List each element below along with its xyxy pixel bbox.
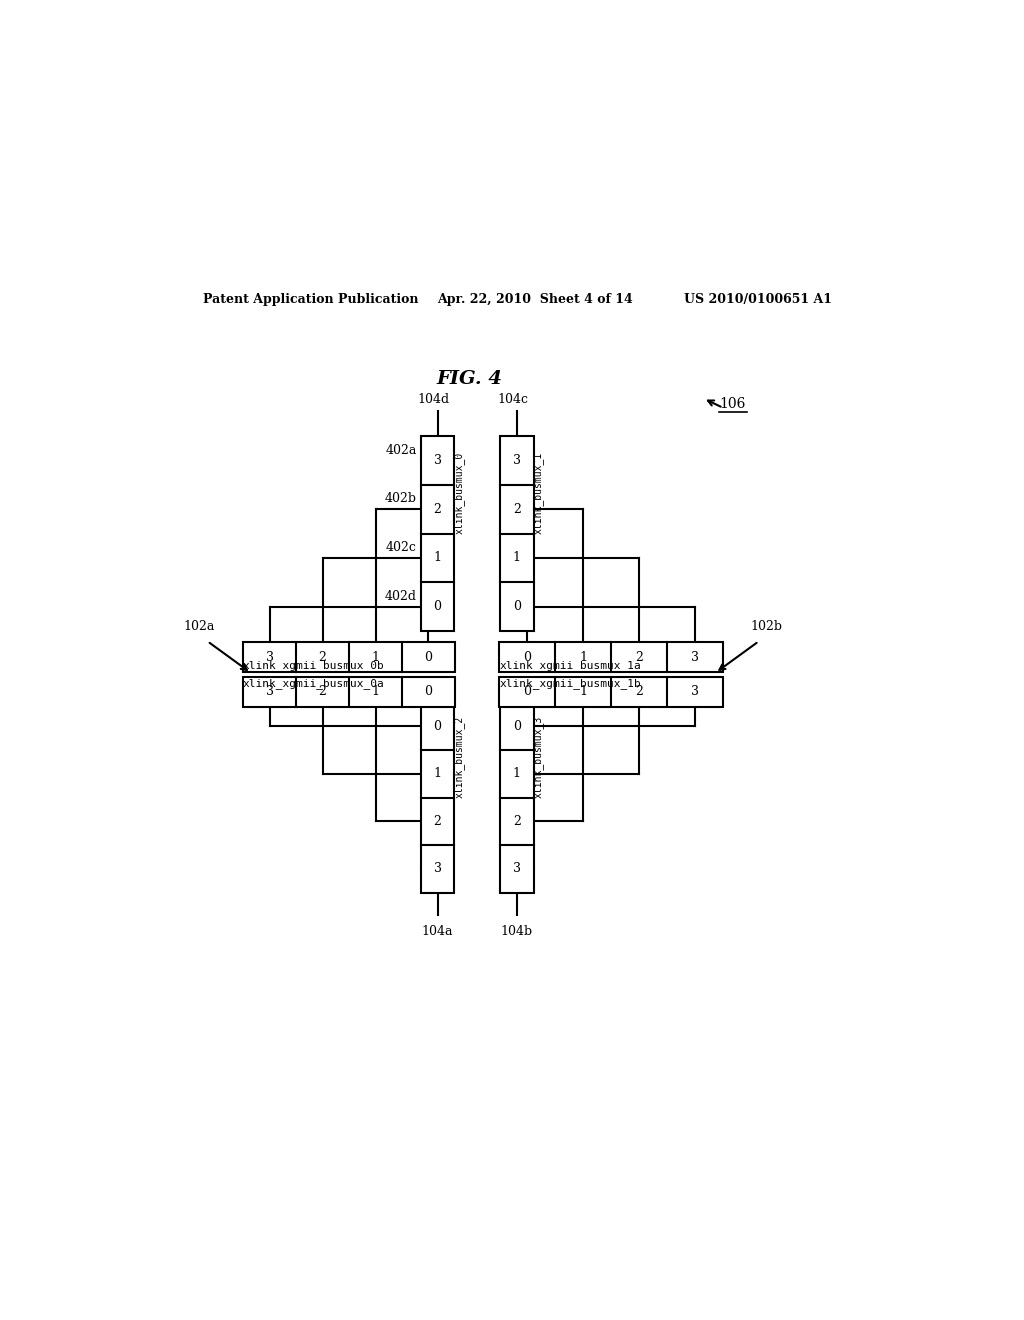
Text: 104d: 104d bbox=[418, 393, 450, 407]
Text: 2: 2 bbox=[433, 814, 441, 828]
Text: 1: 1 bbox=[372, 651, 380, 664]
Text: 102b: 102b bbox=[751, 620, 783, 634]
Text: xlink_xgmii_busmux_1b: xlink_xgmii_busmux_1b bbox=[500, 678, 641, 689]
Text: 3: 3 bbox=[265, 651, 273, 664]
Text: xlink_xgmii_busmux_0b: xlink_xgmii_busmux_0b bbox=[243, 660, 385, 671]
Text: FIG. 4: FIG. 4 bbox=[436, 371, 502, 388]
Text: 2: 2 bbox=[513, 503, 521, 516]
Text: 0: 0 bbox=[425, 651, 432, 664]
Bar bbox=[500, 642, 723, 672]
Text: xlink_xgmii_busmux_1a: xlink_xgmii_busmux_1a bbox=[500, 660, 641, 671]
Text: 2: 2 bbox=[635, 651, 643, 664]
Text: 0: 0 bbox=[433, 719, 441, 733]
Text: Apr. 22, 2010  Sheet 4 of 14: Apr. 22, 2010 Sheet 4 of 14 bbox=[437, 293, 633, 306]
Text: 402a: 402a bbox=[385, 444, 417, 457]
Text: 402c: 402c bbox=[386, 541, 417, 554]
Text: xlink_busmux_1: xlink_busmux_1 bbox=[532, 451, 544, 533]
Bar bbox=[421, 437, 455, 631]
Text: 1: 1 bbox=[513, 767, 521, 780]
Text: 2: 2 bbox=[318, 651, 327, 664]
Text: 1: 1 bbox=[433, 767, 441, 780]
Text: xlink_busmux_3: xlink_busmux_3 bbox=[532, 715, 544, 797]
Text: 0: 0 bbox=[425, 685, 432, 698]
Text: 3: 3 bbox=[691, 685, 699, 698]
Bar bbox=[500, 677, 723, 708]
Bar bbox=[243, 677, 455, 708]
Text: 1: 1 bbox=[580, 685, 588, 698]
Text: 3: 3 bbox=[433, 454, 441, 467]
Bar bbox=[421, 702, 455, 892]
Text: 1: 1 bbox=[513, 552, 521, 565]
Text: 402b: 402b bbox=[385, 492, 417, 506]
Text: 2: 2 bbox=[513, 814, 521, 828]
Text: 3: 3 bbox=[691, 651, 699, 664]
Bar bbox=[500, 437, 534, 631]
Text: 0: 0 bbox=[433, 601, 441, 612]
Text: 104b: 104b bbox=[501, 924, 532, 937]
Text: xlink_busmux_2: xlink_busmux_2 bbox=[454, 715, 465, 797]
Text: 102a: 102a bbox=[183, 620, 215, 634]
Text: 3: 3 bbox=[265, 685, 273, 698]
Text: 3: 3 bbox=[433, 862, 441, 875]
Text: 0: 0 bbox=[513, 719, 521, 733]
Text: xlink_busmux_0: xlink_busmux_0 bbox=[454, 451, 465, 533]
Text: 3: 3 bbox=[513, 454, 521, 467]
Text: 402d: 402d bbox=[385, 590, 417, 603]
Text: 2: 2 bbox=[433, 503, 441, 516]
Text: 1: 1 bbox=[433, 552, 441, 565]
Text: 2: 2 bbox=[318, 685, 327, 698]
Text: 104c: 104c bbox=[498, 393, 528, 407]
Text: xlink_xgmii_busmux_0a: xlink_xgmii_busmux_0a bbox=[243, 678, 385, 689]
Text: 104a: 104a bbox=[422, 924, 454, 937]
Bar bbox=[500, 702, 534, 892]
Text: 1: 1 bbox=[372, 685, 380, 698]
Text: 106: 106 bbox=[720, 397, 745, 411]
Bar bbox=[243, 642, 455, 672]
Text: 0: 0 bbox=[513, 601, 521, 612]
Text: 2: 2 bbox=[635, 685, 643, 698]
Text: 3: 3 bbox=[513, 862, 521, 875]
Text: 0: 0 bbox=[523, 685, 531, 698]
Text: Patent Application Publication: Patent Application Publication bbox=[204, 293, 419, 306]
Text: US 2010/0100651 A1: US 2010/0100651 A1 bbox=[684, 293, 831, 306]
Text: 1: 1 bbox=[580, 651, 588, 664]
Text: 0: 0 bbox=[523, 651, 531, 664]
